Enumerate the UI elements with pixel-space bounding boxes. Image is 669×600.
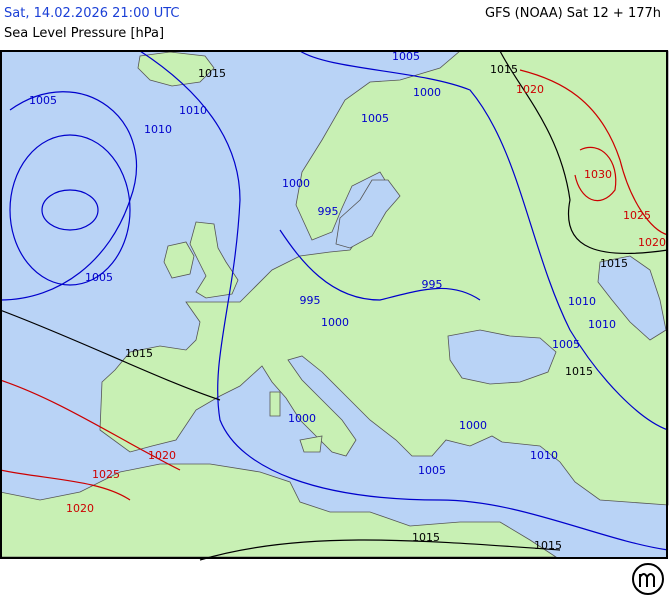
isobar-label: 1005 [85,271,113,284]
isobar-label: 1010 [144,123,172,136]
isobar [199,539,561,561]
land [0,50,669,558]
isobar [0,379,181,471]
isobar-label: 1010 [588,318,616,331]
britain [189,221,239,299]
iceland [137,51,215,87]
isobar-label: 1010 [530,449,558,462]
isobar-label: 1020 [638,236,666,249]
isobar-label: 1025 [92,468,120,481]
isobar-label: 995 [422,278,443,291]
isobar [0,91,137,301]
isobar-label: 1010 [179,104,207,117]
isobar-label: 1015 [565,365,593,378]
isobar-label: 1015 [412,531,440,544]
isobar-label: 1010 [568,295,596,308]
caspian-sea [597,255,667,341]
isobar-label: 1005 [361,112,389,125]
isobar [574,146,617,202]
isobar-label: 1025 [623,209,651,222]
isobar [139,50,669,551]
black-sea [447,329,557,385]
isobar [279,229,481,301]
baltic-sea [335,179,401,249]
isobar-label: 1020 [516,83,544,96]
isobar-label: 1005 [552,338,580,351]
isobar-label: 1015 [600,257,628,270]
isobar-label: 1015 [490,63,518,76]
ireland [163,241,195,279]
isobar-label: 995 [300,294,321,307]
isobar-label: 1030 [584,168,612,181]
model-run: GFS (NOAA) Sat 12 + 177h [484,6,661,21]
isobar [299,50,669,431]
isobar-label: 995 [318,205,339,218]
isobars [0,50,669,561]
isobar-label: 1015 [125,347,153,360]
map-frame [0,50,668,559]
isobar [0,469,131,501]
isobar-label: 1000 [459,419,487,432]
isobar [499,50,669,255]
isobar-labels: 1015 1005 1015 1005 1010 1000 1005 1020 1010 1030… [29,50,666,552]
isobar [41,189,99,231]
isobar-label: 1015 [534,539,562,552]
logo [632,563,664,595]
subtitle: Sea Level Pressure [hPa] [4,26,165,41]
isobar-label: 1005 [418,464,446,477]
sicily [299,435,323,453]
isobar-label: 1000 [321,316,349,329]
isobar-label: 1000 [288,412,316,425]
seas [335,179,667,385]
isobar-label: 1000 [413,86,441,99]
isobar-label: 1015 [198,67,226,80]
isobar [9,134,131,286]
isobar-label: 1000 [282,177,310,190]
africa [0,463,558,558]
isobar-label: 1020 [148,449,176,462]
isobar-label: 1020 [66,502,94,515]
isobar [0,309,221,401]
isobar-label: 1005 [392,50,420,63]
isobar [519,69,669,236]
isobar-label: 1005 [29,94,57,107]
date: Sat, 14.02.2026 21:00 UTC [4,6,180,21]
logo-glyph [639,573,655,587]
sardinia [269,391,281,417]
